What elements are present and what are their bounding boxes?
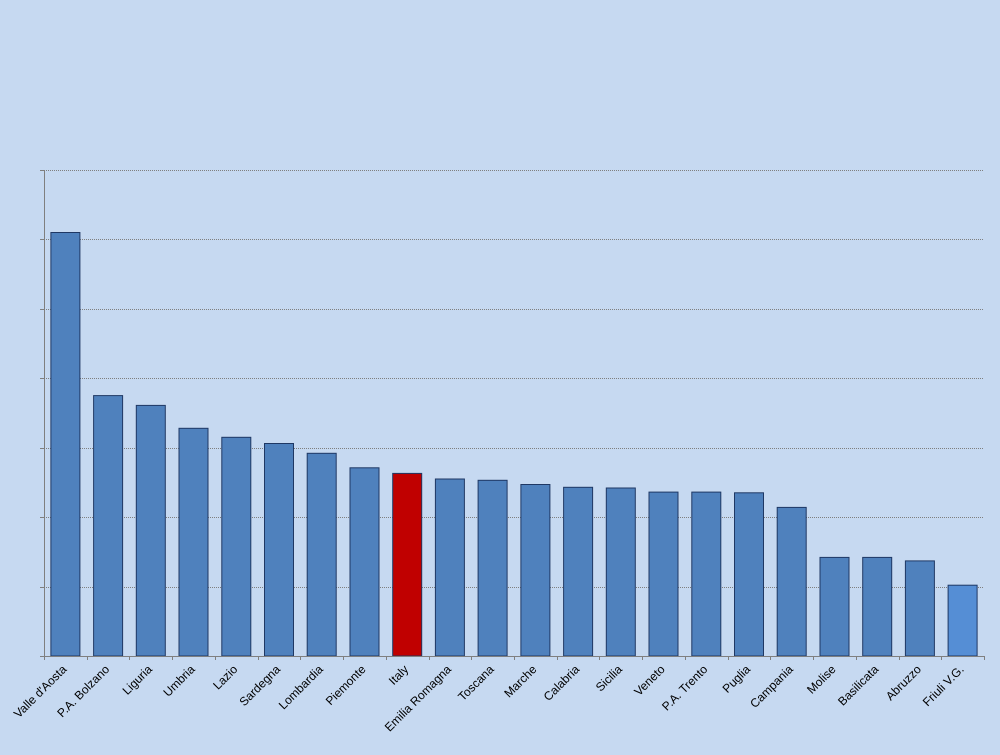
bar xyxy=(648,491,679,657)
bar xyxy=(776,506,807,657)
bar xyxy=(605,487,636,657)
bar xyxy=(264,443,294,657)
bar xyxy=(520,484,551,657)
x-tick-label: Sicilia xyxy=(593,662,625,694)
bar xyxy=(947,584,978,657)
bar xyxy=(477,479,508,657)
x-tick-label: P.A. Trento xyxy=(659,662,710,713)
x-tick-label: Toscana xyxy=(455,662,497,704)
bar xyxy=(306,452,337,657)
bar xyxy=(93,395,124,657)
bars xyxy=(50,232,978,657)
x-tick-label: Liguria xyxy=(120,662,156,698)
x-tick-label: Campania xyxy=(747,662,796,711)
bar xyxy=(819,556,850,657)
x-tick-label: Umbria xyxy=(160,662,197,699)
x-tick-label: Marche xyxy=(501,662,539,700)
bar xyxy=(904,560,935,657)
bar xyxy=(691,491,722,657)
bar xyxy=(221,436,252,657)
axes xyxy=(40,170,985,660)
x-tick-label: Calabria xyxy=(541,662,583,704)
bar xyxy=(178,427,209,657)
x-tick-label: Basilicata xyxy=(835,662,881,708)
x-tick-label: Piemonte xyxy=(323,662,369,708)
x-tick-label: Abruzzo xyxy=(883,662,924,703)
bar xyxy=(563,486,594,657)
bar xyxy=(434,478,465,657)
x-tick-label: Puglia xyxy=(720,662,754,696)
bar xyxy=(349,467,380,657)
x-tick-label: Veneto xyxy=(631,662,668,699)
bar xyxy=(50,232,81,657)
bar xyxy=(135,404,166,657)
x-tick-label: Friuli V.G. xyxy=(920,662,967,709)
bar xyxy=(392,472,423,657)
x-tick-label: Italy xyxy=(386,662,411,687)
x-tick-label: Molise xyxy=(804,662,839,697)
x-tick-label: Lazio xyxy=(210,662,240,692)
x-tick-label: Lombardia xyxy=(276,662,326,712)
bar xyxy=(862,556,893,657)
bar xyxy=(734,492,764,657)
